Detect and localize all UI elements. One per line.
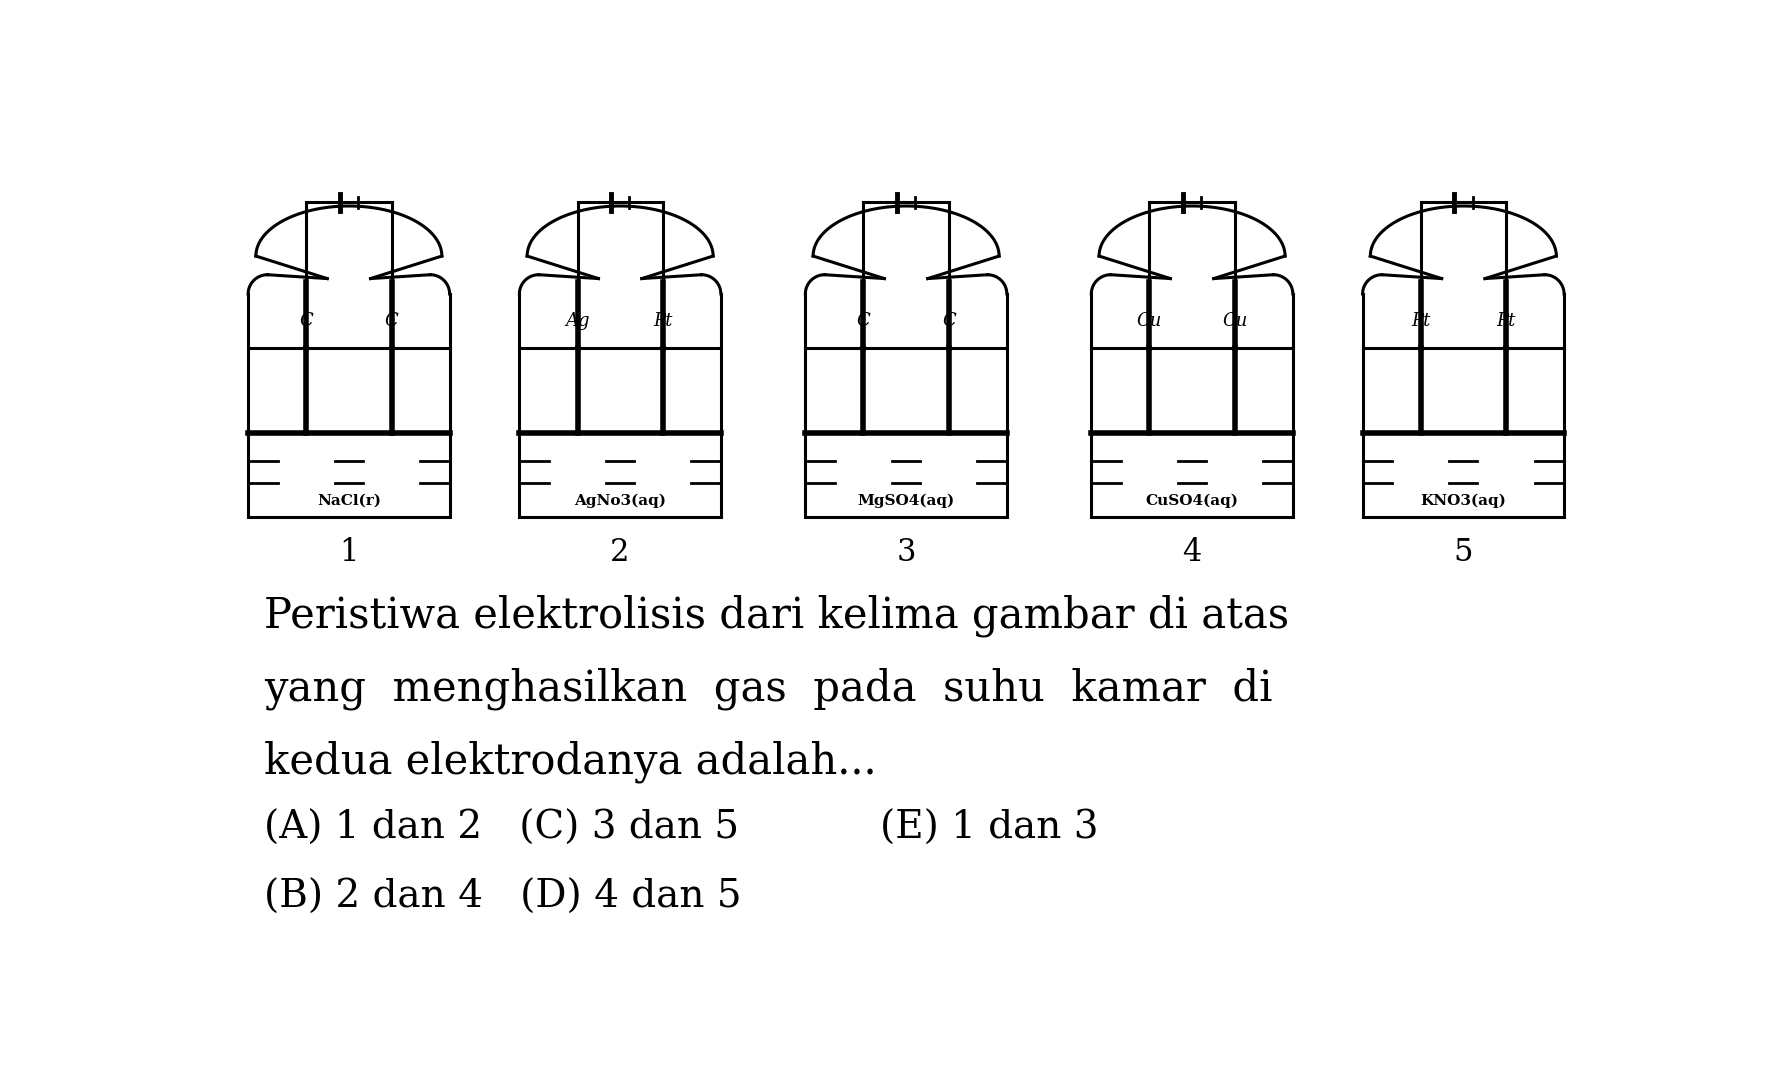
Text: KNO3(aq): KNO3(aq)	[1420, 494, 1506, 508]
Text: MgSO4(aq): MgSO4(aq)	[857, 494, 955, 508]
Text: C: C	[857, 312, 870, 330]
Text: C: C	[385, 312, 398, 330]
Text: NaCl(r): NaCl(r)	[316, 494, 380, 508]
Text: Pt: Pt	[1411, 312, 1430, 330]
Text: kedua elektrodanya adalah...: kedua elektrodanya adalah...	[263, 741, 877, 783]
Text: C: C	[299, 312, 313, 330]
Text: Cu: Cu	[1137, 312, 1162, 330]
Text: 2: 2	[610, 536, 629, 567]
Text: CuSO4(aq): CuSO4(aq)	[1146, 494, 1239, 508]
Text: (E) 1 dan 3: (E) 1 dan 3	[880, 810, 1098, 847]
Text: 4: 4	[1183, 536, 1202, 567]
Text: Pt: Pt	[652, 312, 672, 330]
Text: 1: 1	[339, 536, 359, 567]
Text: (B) 2 dan 4   (D) 4 dan 5: (B) 2 dan 4 (D) 4 dan 5	[263, 879, 741, 916]
Text: Cu: Cu	[1222, 312, 1248, 330]
Text: Peristiwa elektrolisis dari kelima gambar di atas: Peristiwa elektrolisis dari kelima gamba…	[263, 595, 1289, 637]
Text: yang  menghasilkan  gas  pada  suhu  kamar  di: yang menghasilkan gas pada suhu kamar di	[263, 667, 1273, 710]
Text: (A) 1 dan 2   (C) 3 dan 5: (A) 1 dan 2 (C) 3 dan 5	[263, 810, 739, 847]
Text: C: C	[942, 312, 955, 330]
Text: Pt: Pt	[1496, 312, 1515, 330]
Text: 3: 3	[896, 536, 916, 567]
Text: Ag: Ag	[566, 312, 591, 330]
Text: AgNo3(aq): AgNo3(aq)	[575, 494, 667, 508]
Text: 5: 5	[1453, 536, 1473, 567]
